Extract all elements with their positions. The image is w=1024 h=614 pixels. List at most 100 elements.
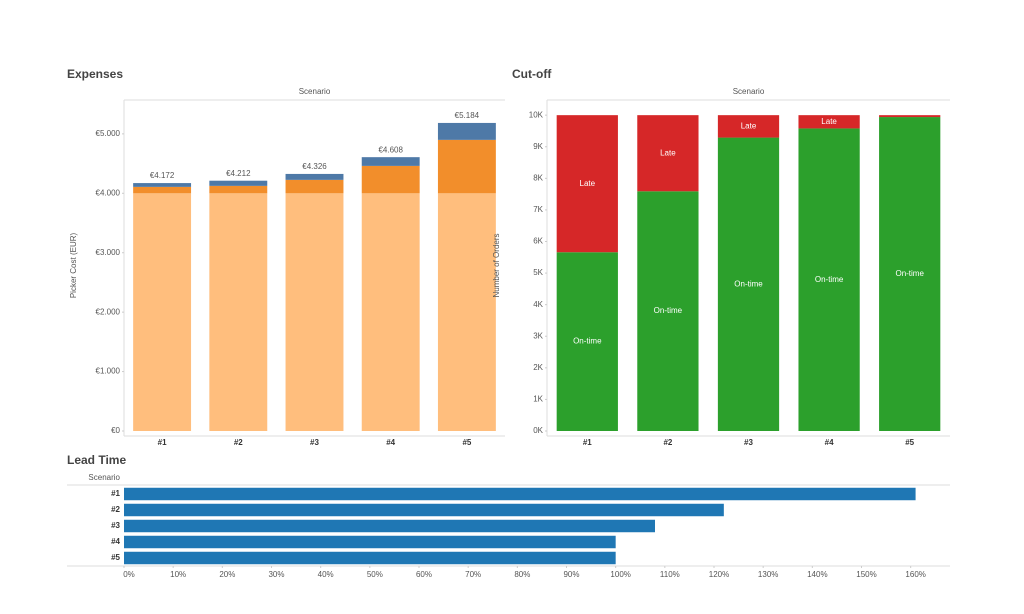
x-tick-label: 160% [905, 570, 925, 579]
y-tick-label: #1 [111, 489, 120, 498]
y-tick-label: €2.000 [96, 307, 121, 316]
x-tick-label: 20% [219, 570, 235, 579]
segment-label: On-time [895, 269, 924, 278]
y-axis-title: Scenario [88, 473, 120, 482]
bar [124, 519, 655, 533]
bar-segment [209, 180, 268, 186]
bar-segment [285, 193, 344, 431]
x-axis-title: Scenario [299, 87, 331, 96]
bar-segment [717, 137, 780, 431]
x-tick-label: #3 [310, 438, 319, 447]
x-tick-label: 150% [856, 570, 876, 579]
y-tick-label: 9K [533, 142, 543, 151]
segment-label: Late [821, 117, 837, 126]
y-tick-label: #4 [111, 537, 120, 546]
y-tick-label: €1.000 [96, 367, 121, 376]
total-label: €4.172 [150, 171, 175, 180]
x-tick-label: 40% [318, 570, 334, 579]
bar-segment [798, 115, 860, 129]
y-tick-label: 10K [529, 110, 544, 119]
x-tick-label: 30% [268, 570, 284, 579]
x-tick-label: #2 [234, 438, 243, 447]
bar [124, 487, 916, 501]
x-tick-label: #1 [158, 438, 167, 447]
y-tick-label: 8K [533, 173, 543, 182]
y-tick-label: 0K [533, 426, 543, 435]
x-tick-label: 80% [514, 570, 530, 579]
y-tick-label: €5.000 [96, 129, 121, 138]
x-tick-label: #5 [462, 438, 471, 447]
y-tick-label: 7K [533, 205, 543, 214]
y-tick-label: 4K [533, 300, 543, 309]
bar-segment [717, 115, 780, 138]
bar [124, 535, 616, 549]
segment-label: Late [741, 121, 757, 130]
y-tick-label: #3 [111, 521, 120, 530]
bar-segment [133, 186, 192, 194]
x-tick-label: 10% [170, 570, 186, 579]
bar-segment [361, 157, 420, 166]
total-label: €5.184 [455, 111, 480, 120]
x-tick-label: 50% [367, 570, 383, 579]
bar-segment [285, 179, 344, 194]
bar-segment [637, 115, 699, 192]
y-tick-label: 2K [533, 363, 543, 372]
y-tick-label: €3.000 [96, 248, 121, 257]
x-tick-label: 100% [610, 570, 630, 579]
x-tick-label: #5 [905, 438, 914, 447]
chart-title: Expenses [67, 67, 123, 81]
bar [124, 551, 616, 565]
segment-label: On-time [815, 275, 844, 284]
x-tick-label: 110% [660, 570, 680, 579]
bar-segment [209, 185, 268, 194]
x-tick-label: 120% [709, 570, 729, 579]
y-tick-label: 1K [533, 395, 543, 404]
x-tick-label: #2 [663, 438, 672, 447]
x-tick-label: 140% [807, 570, 827, 579]
bar-segment [133, 193, 192, 431]
bar-segment [437, 139, 496, 194]
y-tick-label: #5 [111, 553, 120, 562]
y-tick-label: 3K [533, 331, 543, 340]
x-tick-label: #1 [583, 438, 592, 447]
x-axis-title: Scenario [733, 87, 765, 96]
y-tick-label: #2 [111, 505, 120, 514]
total-label: €4.212 [226, 169, 251, 178]
bar-segment [285, 173, 344, 180]
chart-title: Lead Time [67, 453, 126, 467]
bar [124, 503, 724, 517]
total-label: €4.326 [302, 162, 327, 171]
bar-segment [437, 122, 496, 140]
bar-segment [637, 191, 699, 431]
bar-segment [798, 128, 860, 431]
y-tick-label: €0 [111, 426, 120, 435]
x-tick-label: 70% [465, 570, 481, 579]
bar-segment [556, 115, 618, 253]
bar-segment [133, 183, 192, 187]
bar-segment [209, 193, 268, 431]
bar-segment [556, 252, 618, 431]
bar-segment [361, 165, 420, 194]
bar-segment [437, 193, 496, 431]
x-tick-label: 130% [758, 570, 778, 579]
x-tick-label: 0% [123, 570, 135, 579]
bar-segment [879, 115, 941, 118]
x-tick-label: #4 [825, 438, 834, 447]
segment-label: On-time [734, 279, 763, 288]
y-tick-label: 6K [533, 237, 543, 246]
total-label: €4.608 [378, 145, 403, 154]
x-tick-label: #3 [744, 438, 753, 447]
bar-segment [879, 117, 941, 431]
y-tick-label: 5K [533, 268, 543, 277]
segment-label: On-time [654, 306, 683, 315]
x-tick-label: #4 [386, 438, 395, 447]
x-tick-label: 90% [563, 570, 579, 579]
segment-label: On-time [573, 337, 602, 346]
y-tick-label: €4.000 [96, 188, 121, 197]
chart-title: Cut-off [512, 67, 552, 81]
y-axis-title: Number of Orders [492, 233, 501, 297]
bar-segment [361, 193, 420, 431]
y-axis-title: Picker Cost (EUR) [69, 232, 78, 298]
